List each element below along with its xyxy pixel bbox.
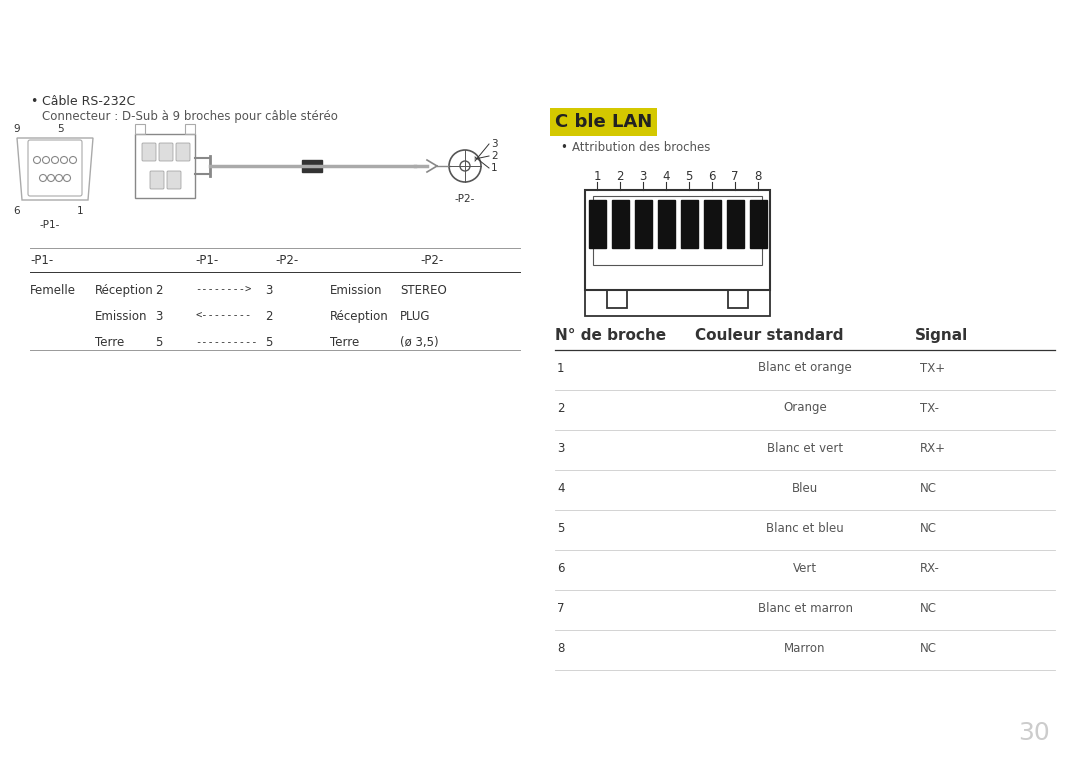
Text: Réception: Réception [95,284,153,297]
Text: -P1-: -P1- [40,220,60,230]
Text: 7: 7 [731,170,739,183]
Text: 2: 2 [265,310,272,323]
Text: Terre: Terre [95,336,124,349]
Text: Blanc et marron: Blanc et marron [757,601,852,614]
Text: Blanc et vert: Blanc et vert [767,442,843,455]
FancyBboxPatch shape [150,171,164,189]
Polygon shape [611,200,629,248]
Text: Terre: Terre [330,336,360,349]
Text: Connecteur : D-Sub à 9 broches pour câble stéréo: Connecteur : D-Sub à 9 broches pour câbl… [42,110,338,123]
Text: Attribution des broches: Attribution des broches [572,141,711,154]
Text: Marron: Marron [784,642,826,655]
Text: -P1-: -P1- [30,254,53,267]
Text: STEREO: STEREO [400,284,447,297]
Text: TX+: TX+ [920,362,945,375]
Text: C ble LAN: C ble LAN [555,113,652,131]
Text: 5: 5 [265,336,272,349]
Text: 8: 8 [754,170,761,183]
Text: 6: 6 [708,170,716,183]
Text: ----------: ---------- [195,337,257,347]
Text: Couleur standard: Couleur standard [696,328,843,343]
Text: Emission: Emission [330,284,382,297]
Polygon shape [703,200,720,248]
Text: Blanc et bleu: Blanc et bleu [766,521,843,535]
Text: TX-: TX- [920,401,939,414]
Text: 4: 4 [662,170,670,183]
Text: NC: NC [920,521,937,535]
Text: -P1-: -P1- [195,254,218,267]
Text: (ø 3,5): (ø 3,5) [400,336,438,349]
Text: -P2-: -P2- [275,254,298,267]
Text: -P2-: -P2- [455,194,475,204]
Polygon shape [635,200,651,248]
Text: 1: 1 [557,362,565,375]
Text: NC: NC [920,642,937,655]
Text: 3: 3 [639,170,647,183]
Text: NC: NC [920,481,937,494]
Text: NC: NC [920,601,937,614]
Text: 1: 1 [77,206,83,216]
Text: 2: 2 [557,401,565,414]
Text: Femelle: Femelle [30,284,76,297]
Text: 5: 5 [557,521,565,535]
Polygon shape [727,200,743,248]
Text: PLUG: PLUG [400,310,431,323]
Text: 2: 2 [491,151,498,161]
Text: Orange: Orange [783,401,827,414]
Text: -P2-: -P2- [420,254,443,267]
Polygon shape [302,160,322,172]
Text: -------->: --------> [195,285,252,295]
Text: Blanc et orange: Blanc et orange [758,362,852,375]
Text: Vert: Vert [793,562,818,575]
Polygon shape [589,200,606,248]
FancyBboxPatch shape [176,143,190,161]
Text: 3: 3 [557,442,565,455]
Text: •: • [561,141,567,154]
Text: 2: 2 [617,170,624,183]
Text: <--------: <-------- [195,311,252,321]
FancyBboxPatch shape [167,171,181,189]
FancyBboxPatch shape [141,143,156,161]
Text: 2: 2 [156,284,162,297]
Text: 4: 4 [557,481,565,494]
Polygon shape [750,200,767,248]
Text: 7: 7 [557,601,565,614]
Polygon shape [680,200,698,248]
FancyBboxPatch shape [159,143,173,161]
Text: Emission: Emission [95,310,148,323]
Text: 6: 6 [557,562,565,575]
Text: 1: 1 [593,170,600,183]
Text: 9: 9 [14,124,21,134]
Text: 5: 5 [156,336,162,349]
Text: 30: 30 [1018,721,1050,745]
Text: N° de broche: N° de broche [555,328,666,343]
Text: 5: 5 [56,124,64,134]
Text: 3: 3 [156,310,162,323]
Text: 5: 5 [686,170,692,183]
Text: RX-: RX- [920,562,940,575]
Polygon shape [658,200,675,248]
Text: Bleu: Bleu [792,481,819,494]
Text: •: • [30,95,38,108]
Text: RX+: RX+ [920,442,946,455]
Text: 3: 3 [265,284,272,297]
Text: 1: 1 [491,163,498,173]
Text: Réception: Réception [330,310,389,323]
Text: Câble RS-232C: Câble RS-232C [42,95,135,108]
Text: Signal: Signal [915,328,969,343]
Text: 6: 6 [14,206,21,216]
Text: 8: 8 [557,642,565,655]
Text: 3: 3 [491,139,498,149]
